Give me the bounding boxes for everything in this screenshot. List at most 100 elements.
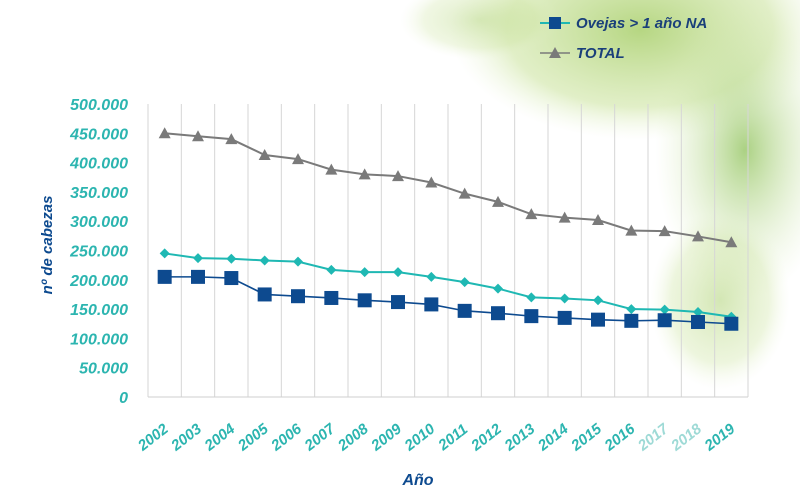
series-line bbox=[164, 132, 732, 244]
triangle-marker-icon bbox=[540, 47, 570, 58]
y-tick-label: 400.000 bbox=[69, 156, 128, 173]
legend-item-total: TOTAL bbox=[540, 40, 707, 66]
data-point bbox=[459, 277, 470, 288]
data-point bbox=[392, 170, 404, 182]
x-tick-label: 2012 bbox=[467, 420, 505, 455]
data-point bbox=[593, 295, 603, 306]
data-point bbox=[457, 303, 472, 318]
data-point bbox=[191, 269, 205, 284]
data-point bbox=[293, 256, 303, 267]
data-point bbox=[725, 236, 738, 248]
x-tick-label: 2016 bbox=[601, 420, 639, 455]
data-point bbox=[592, 214, 604, 226]
x-tick-label: 2003 bbox=[167, 420, 205, 455]
data-point bbox=[259, 255, 270, 266]
x-tick-label: 2007 bbox=[301, 420, 339, 455]
legend-label-ovejas: Ovejas > 1 año NA bbox=[576, 14, 708, 32]
data-point bbox=[325, 163, 338, 175]
y-tick-label: 450.000 bbox=[69, 126, 128, 143]
y-axis-ticks: 0 50.000 100.000 150.000 200.000 250.000 300.0… bbox=[69, 97, 128, 407]
y-axis-label: nº de cabezas bbox=[39, 196, 56, 295]
series-0 bbox=[159, 248, 737, 322]
data-point bbox=[393, 267, 403, 278]
x-tick-label: 2018 bbox=[667, 420, 705, 455]
data-point bbox=[493, 283, 503, 294]
y-tick-label: 300.000 bbox=[70, 214, 128, 231]
x-tick-label: 2008 bbox=[334, 420, 372, 455]
x-tick-label: 2006 bbox=[267, 420, 305, 455]
data-point bbox=[157, 269, 172, 284]
data-point bbox=[558, 211, 571, 223]
x-tick-label: 2019 bbox=[701, 420, 739, 455]
data-point bbox=[257, 287, 272, 302]
data-point bbox=[159, 248, 170, 259]
data-point bbox=[358, 168, 371, 180]
legend-label-total: TOTAL bbox=[576, 44, 625, 62]
x-tick-label: 2011 bbox=[434, 421, 471, 455]
x-tick-label: 2005 bbox=[234, 420, 272, 455]
data-point bbox=[258, 148, 271, 160]
legend-item-ovejas: Ovejas > 1 año NA bbox=[540, 10, 707, 36]
x-axis-label: Año bbox=[401, 472, 433, 489]
data-point bbox=[424, 297, 439, 312]
x-tick-label: 2014 bbox=[534, 420, 572, 455]
data-point bbox=[491, 306, 505, 321]
series-layer bbox=[157, 127, 739, 331]
data-point bbox=[324, 290, 339, 305]
data-point bbox=[525, 208, 538, 220]
data-point bbox=[391, 295, 405, 310]
legend: Ovejas > 1 año NA TOTAL bbox=[540, 10, 707, 70]
data-point bbox=[557, 310, 572, 325]
data-point bbox=[658, 225, 671, 237]
data-point bbox=[291, 289, 305, 304]
data-point bbox=[526, 292, 537, 303]
data-point bbox=[225, 133, 238, 145]
data-point bbox=[492, 195, 504, 207]
data-point bbox=[224, 271, 239, 286]
series-2 bbox=[158, 127, 738, 248]
y-tick-label: 100.000 bbox=[70, 331, 128, 348]
series-line bbox=[164, 252, 732, 318]
data-point bbox=[357, 293, 372, 308]
x-axis-ticks: 2002200320042005200620072008200920102011… bbox=[134, 420, 739, 455]
data-point bbox=[659, 304, 670, 315]
y-tick-label: 0 bbox=[119, 390, 128, 407]
data-point bbox=[426, 271, 437, 282]
data-point bbox=[226, 253, 237, 264]
data-point bbox=[158, 127, 171, 139]
data-point bbox=[624, 313, 639, 328]
data-point bbox=[192, 130, 204, 142]
data-point bbox=[193, 253, 203, 264]
data-point bbox=[425, 176, 438, 188]
data-point bbox=[359, 267, 370, 278]
square-marker-icon bbox=[540, 17, 570, 29]
x-tick-label: 2002 bbox=[134, 420, 172, 455]
data-point bbox=[625, 224, 638, 236]
data-point bbox=[591, 312, 605, 327]
x-tick-label: 2010 bbox=[401, 420, 439, 455]
data-point bbox=[292, 153, 304, 165]
data-point bbox=[691, 314, 705, 329]
gridlines bbox=[147, 104, 749, 398]
x-tick-label: 2009 bbox=[367, 420, 405, 455]
data-point bbox=[724, 316, 739, 331]
data-point bbox=[692, 230, 704, 242]
data-point bbox=[657, 313, 672, 328]
data-point bbox=[559, 293, 570, 304]
y-tick-label: 500.000 bbox=[70, 97, 128, 114]
y-tick-label: 250.000 bbox=[69, 244, 128, 261]
y-tick-label: 200.000 bbox=[69, 273, 128, 290]
x-tick-label: 2013 bbox=[501, 420, 539, 455]
x-tick-label: 2004 bbox=[201, 420, 239, 455]
x-tick-label: 2017 bbox=[634, 420, 672, 455]
y-tick-label: 350.000 bbox=[70, 185, 128, 202]
data-point bbox=[693, 307, 703, 318]
series-1 bbox=[157, 269, 739, 331]
data-point bbox=[626, 304, 637, 315]
data-point bbox=[524, 309, 539, 324]
data-point bbox=[458, 187, 471, 199]
x-tick-label: 2015 bbox=[567, 420, 605, 455]
y-tick-label: 50.000 bbox=[79, 361, 128, 378]
